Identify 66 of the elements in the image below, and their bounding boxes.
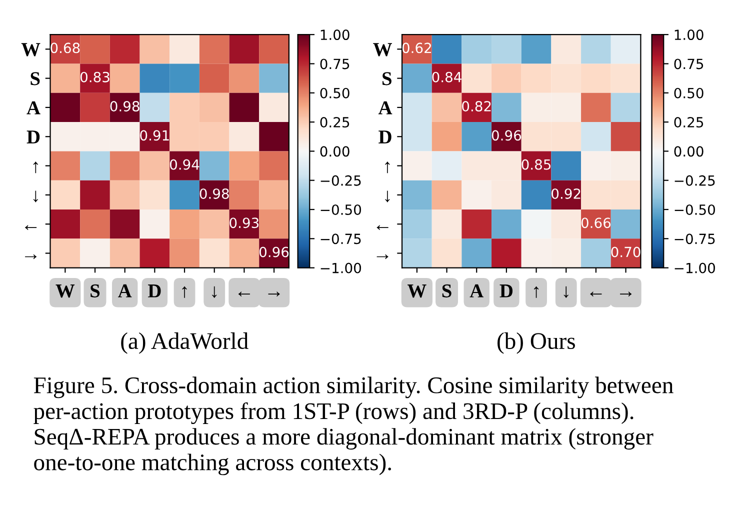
x-tick-label: S	[442, 284, 452, 298]
x-tick-label: W	[407, 284, 426, 298]
color-bar-label: −1.00	[320, 262, 362, 274]
y-tick-label: ↓	[385, 190, 390, 202]
color-bar-label: 0.25	[320, 117, 350, 128]
color-bar-label: −0.50	[674, 204, 715, 215]
x-tick-label: D	[500, 284, 513, 298]
data-label: 0.66	[581, 218, 611, 228]
data-label: 0.92	[552, 188, 580, 199]
x-tick-label: A	[470, 284, 484, 298]
y-tick-label: A	[26, 101, 40, 114]
color-bar-label: −0.75	[320, 234, 361, 244]
color-bar-label: −1.00	[674, 262, 715, 274]
color-bar-label: 0.75	[320, 58, 350, 70]
color-bar-label: 0.50	[320, 88, 350, 98]
x-tick-label: →	[268, 292, 280, 296]
color-bar-label: 1.00	[320, 30, 350, 40]
x-tick-label: W	[56, 284, 75, 298]
y-tick-label: ↓	[33, 190, 38, 202]
x-tick-label: ↑	[534, 286, 539, 298]
y-tick-label: D	[26, 130, 40, 144]
y-tick-label: →	[376, 254, 388, 260]
y-tick-label: →	[25, 254, 37, 260]
x-tick-label: ←	[590, 292, 602, 296]
x-tick-label: →	[620, 292, 632, 296]
x-tick-label: ↓	[212, 286, 217, 298]
y-tick-label: D	[378, 130, 392, 144]
data-label: 0.93	[230, 218, 259, 228]
data-label: 0.98	[200, 188, 229, 199]
color-bar-label: −0.25	[320, 175, 361, 186]
y-tick-label: ←	[376, 225, 388, 230]
x-tick-label: ↓	[564, 286, 568, 298]
data-label: 0.96	[259, 246, 289, 258]
y-tick-label: S	[382, 72, 392, 86]
x-tick-label: A	[118, 284, 132, 298]
x-tick-label: D	[148, 284, 161, 298]
data-label: 0.82	[462, 100, 491, 112]
color-bar-label: −0.25	[674, 175, 715, 186]
data-label: 0.91	[140, 130, 169, 141]
text: (a) AdaWorld	[121, 332, 248, 354]
y-tick-label: W	[21, 43, 40, 56]
y-tick-label: S	[30, 72, 40, 86]
color-bar-label: 0.00	[320, 146, 350, 157]
color-bar-label: −0.75	[674, 234, 715, 244]
color-bar-label: 1.00	[674, 30, 704, 40]
data-label: 0.94	[170, 159, 200, 170]
data-label: 0.98	[110, 100, 140, 112]
color-bar-label: 0.00	[674, 146, 704, 157]
color-bar-label: 0.75	[674, 58, 704, 70]
color-bar-label: −0.50	[320, 204, 362, 215]
data-label: 0.83	[80, 72, 110, 82]
y-tick-label: ↑	[33, 162, 38, 174]
caption: Figure 5. Cross-domain action similarity. Cosine similarity between per-action prototypes from 1ST-P (rows) and 3RD-P (columns). SeqΔ-REPA produces a more diagonal-dominant matrix (stronger one-to-one matching across contexts).	[34, 376, 674, 476]
y-tick-label: A	[378, 101, 392, 114]
x-tick-label: ↑	[182, 286, 187, 298]
data-label: 0.84	[432, 72, 462, 82]
y-tick-label: W	[373, 43, 392, 56]
text: (b) Ours	[498, 332, 575, 354]
data-label: 0.96	[492, 130, 522, 141]
x-tick-label: ←	[238, 292, 250, 296]
x-tick-label: S	[90, 284, 100, 298]
data-label: 0.85	[522, 159, 551, 170]
y-tick-label: ↑	[385, 162, 390, 174]
color-bar-label: 0.50	[674, 88, 704, 98]
y-tick-label: ←	[25, 225, 37, 230]
color-bar-label: 0.25	[674, 117, 704, 128]
